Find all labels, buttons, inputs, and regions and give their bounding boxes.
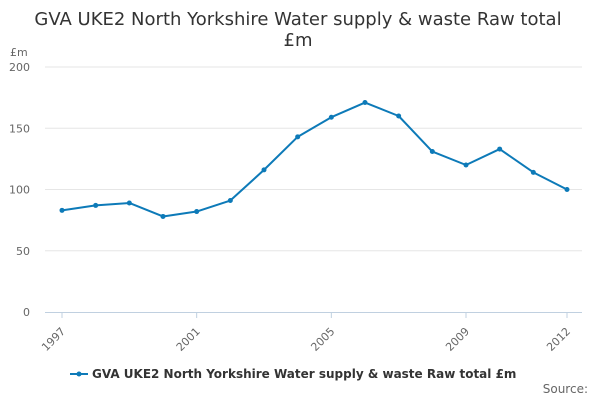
legend[interactable]: GVA UKE2 North Yorkshire Water supply & … [70,367,516,381]
y-axis-unit-label: £m [10,46,28,59]
data-point[interactable] [530,169,536,175]
data-point[interactable] [227,198,233,204]
y-tick-label: 100 [9,184,30,197]
x-axis-tick-labels: 1997 2001 2005 2009 2012 [39,312,573,354]
chart-title-line-2: £m [284,30,313,51]
source-label: Source: [543,382,588,396]
y-tick-label: 150 [9,122,30,135]
series-line [61,101,568,218]
x-tick-label: 2009 [443,325,472,354]
chart-title: GVA UKE2 North Yorkshire Water supply & … [34,9,561,51]
y-tick-label: 50 [16,245,30,258]
data-point[interactable] [463,162,469,168]
legend-series-label: GVA UKE2 North Yorkshire Water supply & … [92,367,516,381]
data-point[interactable] [328,114,334,120]
data-point[interactable] [295,134,301,140]
y-axis-tick-labels: 0 50 100 150 200 [9,61,30,319]
data-point[interactable] [362,100,368,106]
data-point[interactable] [429,149,435,155]
data-point[interactable] [160,213,166,219]
data-point[interactable] [261,167,267,173]
y-tick-label: 0 [23,306,30,319]
data-point[interactable] [93,202,99,208]
x-tick-label: 2012 [544,325,573,354]
x-tick-label: 2001 [174,325,203,354]
data-point[interactable] [126,200,132,206]
y-tick-label: 200 [9,61,30,74]
data-point[interactable] [194,209,200,215]
chart-title-line-1: GVA UKE2 North Yorkshire Water supply & … [34,9,561,30]
legend-point-marker [76,371,82,377]
series-group [59,100,570,219]
x-tick-label: 2005 [308,325,337,354]
data-point[interactable] [564,187,570,192]
x-tick-label: 1997 [39,325,68,354]
data-point[interactable] [497,146,503,152]
data-point[interactable] [396,113,402,119]
y-gridlines [45,66,582,252]
data-point[interactable] [59,207,65,213]
